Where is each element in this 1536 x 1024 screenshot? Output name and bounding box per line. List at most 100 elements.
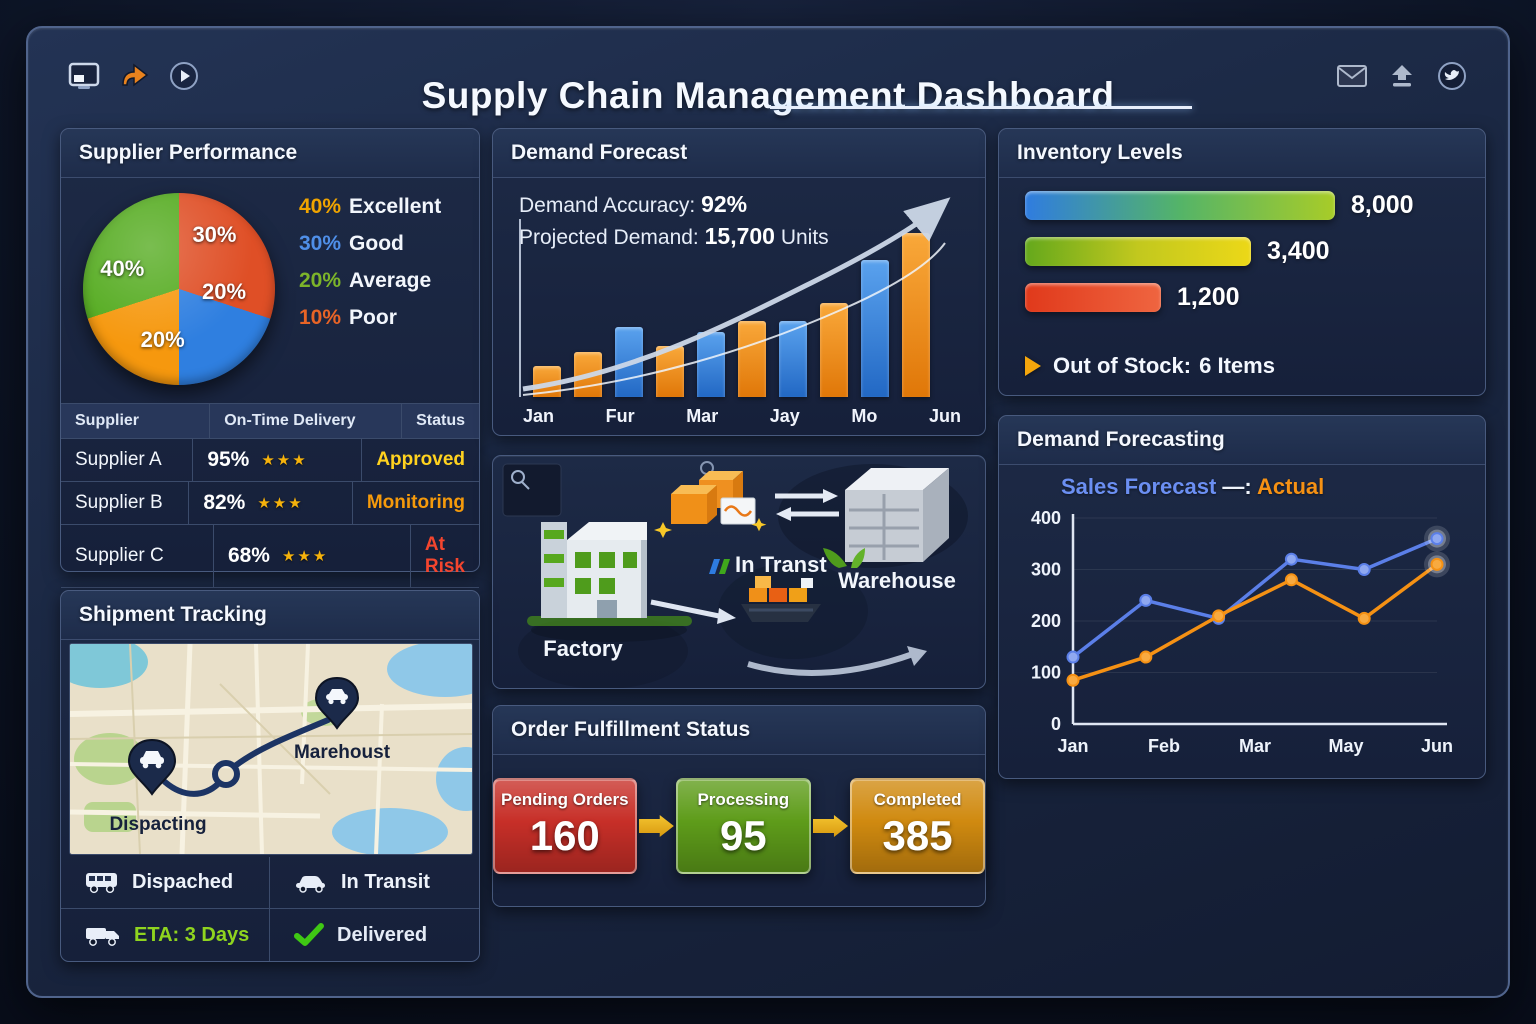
bird-icon[interactable] [1436,60,1468,92]
warehouse-icon [823,468,949,568]
delivery-percent: 68% [227,544,270,567]
chart-point [1357,611,1371,625]
shipment-status-item: ETA: 3 Days [61,909,270,961]
shipment-status-label: Delivered [337,923,428,946]
order-card-value: 95 [719,812,767,859]
curved-arrow-icon [747,646,927,676]
panel-title: Inventory Levels [1017,141,1183,164]
table-row[interactable]: Supplier B 82% ★★★ Monitoring [61,482,479,525]
status-badge: Monitoring [351,482,479,524]
truck-icon [85,924,121,947]
delivery-cell: 68% ★★★ [212,525,410,587]
order-status-card[interactable]: Pending Orders 160 [493,778,637,874]
star-rating-icon: ★★★ [257,495,304,512]
panel-header: Order Fulfillment Status [493,706,985,755]
panel-header: Shipment Tracking [61,591,479,640]
demand-bar [533,366,561,397]
legend-percent: 30% [299,232,342,255]
delivery-percent: 95% [207,448,250,471]
cargo-ship-icon [741,576,821,622]
demand-bar [738,321,766,397]
table-row[interactable]: Supplier A 95% ★★★ Approved [61,439,479,482]
x-axis-label: Feb [1148,736,1180,756]
y-axis-label: 0 [1051,714,1061,734]
car-icon [294,872,328,893]
order-status-card[interactable]: Completed 385 [850,778,985,874]
chart-point [1212,609,1226,623]
dashboard-frame: Supply Chain Management Dashboard Suppli… [26,26,1510,998]
demand-accuracy-label: Demand Accuracy: [519,194,696,217]
inventory-value: 3,400 [1267,237,1330,265]
chart-point [1284,573,1298,587]
car-glyph [326,689,348,705]
forward-icon[interactable] [118,60,150,92]
legend-percent: 10% [299,306,342,329]
legend-label: Poor [349,306,397,329]
order-card-value: 385 [882,812,953,859]
play-icon[interactable] [168,60,200,92]
upload-icon[interactable] [1386,60,1418,92]
demand-forecast-panel: Demand Forecast Demand Accuracy: 92% Pro… [492,128,986,436]
header: Supply Chain Management Dashboard [28,28,1508,116]
y-axis-label: 400 [1031,508,1061,528]
supplier-name-cell: Supplier A [75,449,162,470]
inventory-bar [1025,283,1161,312]
shipment-status-item: In Transit [270,857,479,909]
map-water [70,644,148,688]
transit-flag-icon [709,559,730,574]
supplier-pie-chart[interactable]: 30% 20% 20% 40% [83,193,275,385]
demand-bar [615,327,643,397]
supplier-legend: 40% Excellent 30% Good 20% Average 10% Poor [299,195,441,343]
order-status-card[interactable]: Processing 95 [675,778,811,874]
map-pin-dispatch[interactable] [127,738,177,796]
mail-icon[interactable] [1336,60,1368,92]
map-label-dispatching: Dispacting [109,814,206,835]
table-header-row: Supplier On-Time Delivery Status [61,404,479,439]
demand-bar [697,332,725,397]
alert-arrow-icon [1025,356,1041,376]
legend-item: 30% Good [299,232,441,256]
header-icons-right [1336,60,1468,92]
status-badge: Approved [361,439,479,481]
map-label-warehouse: Marehoust [294,742,391,763]
shipment-status-label: In Transit [341,871,430,893]
panel-header: Demand Forecasting [999,416,1485,465]
chart-point [1357,563,1371,576]
shipment-status-label: ETA: 3 Days [134,923,250,946]
demand-bar [820,303,848,397]
pie-slice-label: 40% [100,256,145,282]
pie-slice-label: 20% [202,279,247,305]
panel-header: Inventory Levels [999,129,1485,178]
factory-label: Factory [543,636,623,661]
bus-icon [85,871,119,894]
order-fulfillment-panel: Order Fulfillment Status Pending Orders 1… [492,705,986,907]
demand-bar [902,233,930,397]
x-axis-label: Jun [1421,736,1453,756]
order-cards: Pending Orders 160 Processing 95 Completed 38… [493,778,985,874]
table-header-cell: Status [401,404,479,438]
window-icon[interactable] [68,60,100,92]
page-title: Supply Chain Management Dashboard [421,74,1115,116]
legend-separator: —: [1216,474,1258,499]
shipment-tracking-panel: Shipment Tracking [60,590,480,962]
panel-header: Supplier Performance [61,129,479,178]
legend-percent: 20% [299,269,342,292]
y-axis-label: 300 [1031,560,1061,580]
map-pin-warehouse[interactable] [314,676,360,730]
inventory-bar [1025,237,1251,266]
supplier-name-cell: Supplier C [75,545,164,566]
warehouse-label: Warehouse [838,568,956,593]
out-of-stock: Out of Stock: 6 Items [1025,353,1275,379]
forecast-line-chart[interactable]: 0 100 200 300 400 Jan Feb Mar May Jun [1021,504,1465,770]
x-axis-label: Fur [605,406,635,426]
x-axis-label: Jay [769,406,800,426]
projected-demand: Projected Demand: 15,700 Units [519,223,829,250]
inventory-value: 1,200 [1177,283,1240,311]
shipment-map[interactable]: Marehoust Dispacting [70,644,472,854]
cargo-boxes-icon [654,471,767,538]
inventory-levels-panel: Inventory Levels 8,000 3,400 1,200 Out of … [998,128,1486,396]
table-row[interactable]: Supplier C 68% ★★★ At Risk [61,525,479,588]
header-icons-left [68,60,200,92]
inventory-bar-row: 3,400 [1025,237,1469,266]
out-of-stock-label: Out of Stock: [1053,353,1192,378]
